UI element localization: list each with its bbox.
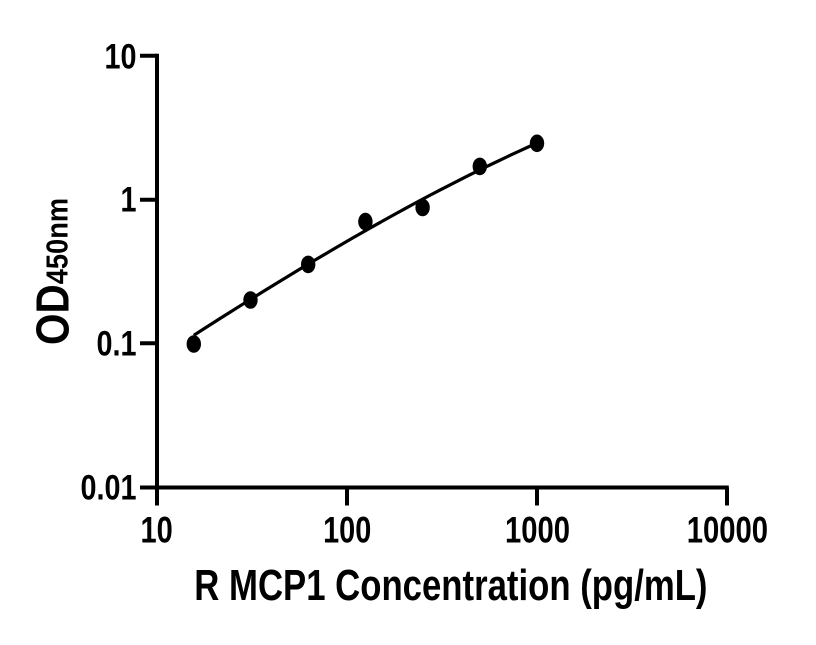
svg-text:1: 1 bbox=[121, 180, 137, 220]
svg-text:R MCP1 Concentration (pg/mL): R MCP1 Concentration (pg/mL) bbox=[194, 561, 707, 610]
svg-text:10: 10 bbox=[140, 510, 172, 551]
svg-text:10: 10 bbox=[105, 36, 137, 76]
svg-text:10000: 10000 bbox=[687, 510, 768, 551]
svg-text:OD450nm: OD450nm bbox=[28, 198, 79, 345]
svg-text:0.01: 0.01 bbox=[81, 468, 137, 508]
svg-text:0.1: 0.1 bbox=[97, 324, 137, 364]
svg-text:100: 100 bbox=[323, 510, 371, 551]
svg-text:1000: 1000 bbox=[505, 510, 570, 551]
